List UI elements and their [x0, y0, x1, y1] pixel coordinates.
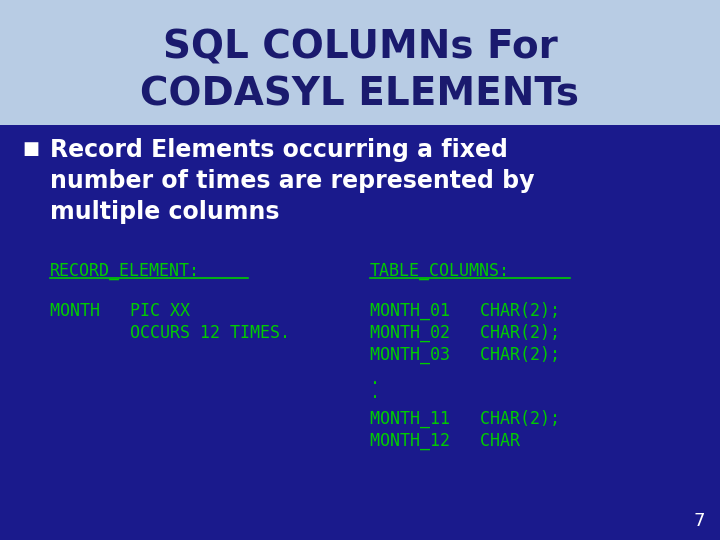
Text: MONTH_02   CHAR(2);: MONTH_02 CHAR(2); [370, 324, 560, 342]
Text: Record Elements occurring a fixed: Record Elements occurring a fixed [50, 138, 508, 162]
Text: RECORD_ELEMENT:: RECORD_ELEMENT: [50, 262, 200, 280]
Text: SQL COLUMNs For: SQL COLUMNs For [163, 28, 557, 66]
Text: OCCURS 12 TIMES.: OCCURS 12 TIMES. [50, 324, 290, 342]
Text: ■: ■ [22, 140, 39, 158]
Text: TABLE_COLUMNS:: TABLE_COLUMNS: [370, 262, 510, 280]
Text: 7: 7 [693, 512, 705, 530]
Text: MONTH   PIC XX: MONTH PIC XX [50, 302, 190, 320]
Text: number of times are represented by: number of times are represented by [50, 169, 534, 193]
Text: multiple columns: multiple columns [50, 200, 279, 224]
Text: MONTH_12   CHAR: MONTH_12 CHAR [370, 432, 520, 450]
Text: CODASYL ELEMENTs: CODASYL ELEMENTs [140, 76, 580, 114]
Text: .: . [370, 370, 380, 388]
Text: MONTH_01   CHAR(2);: MONTH_01 CHAR(2); [370, 302, 560, 320]
Text: MONTH_11   CHAR(2);: MONTH_11 CHAR(2); [370, 410, 560, 428]
Text: MONTH_03   CHAR(2);: MONTH_03 CHAR(2); [370, 346, 560, 364]
Bar [0, 0, 720, 125]
Text: .: . [370, 384, 380, 402]
